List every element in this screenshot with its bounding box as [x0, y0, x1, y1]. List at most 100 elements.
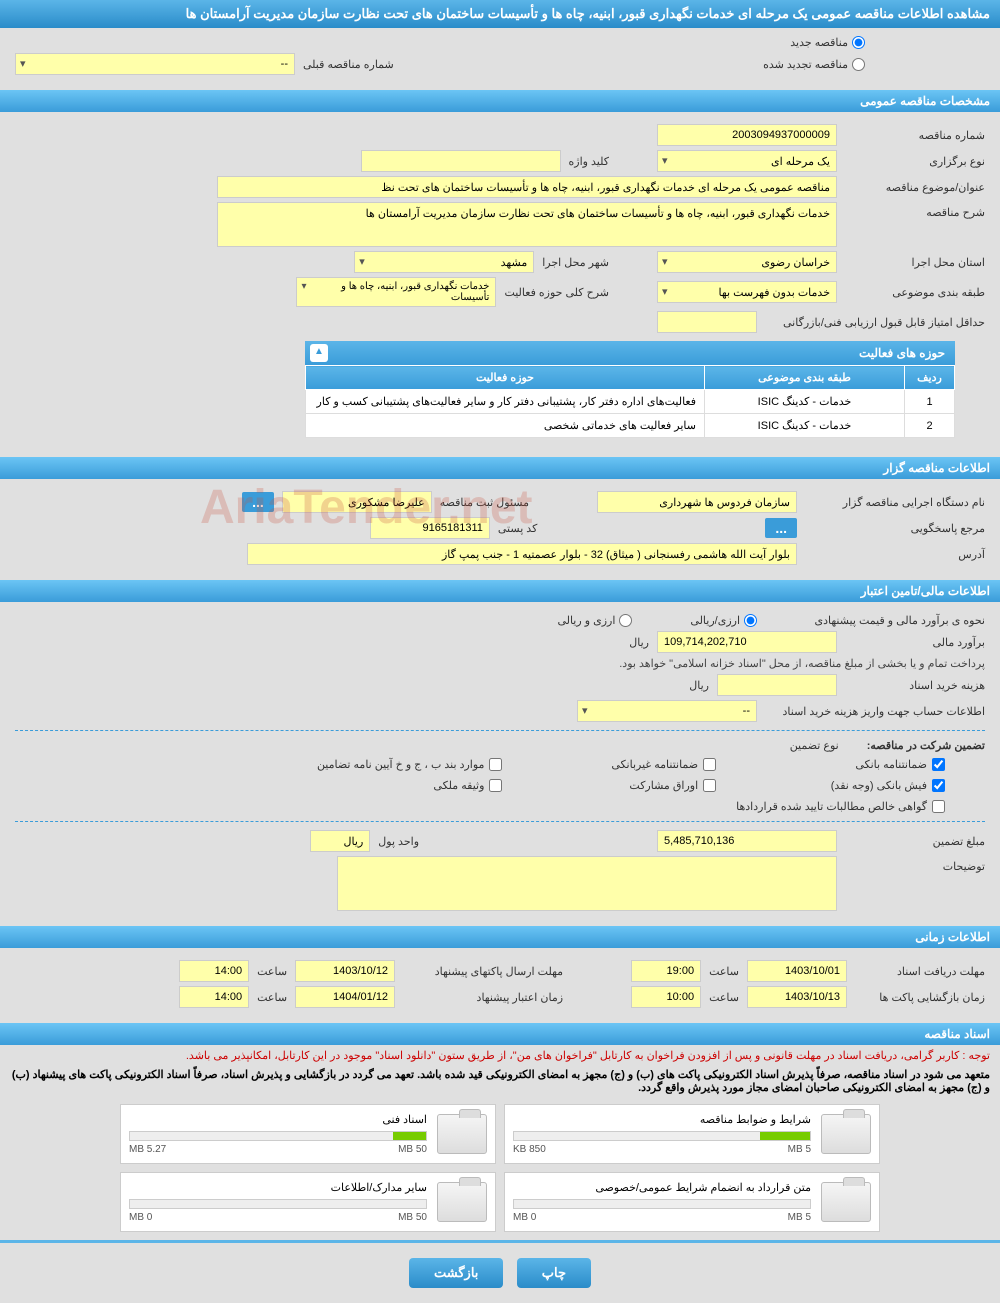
prev-number-select[interactable]: --: [15, 53, 295, 75]
radio-foreign-label: ارزی و ریالی: [557, 614, 615, 627]
col-activity: حوزه فعالیت: [306, 366, 705, 390]
radio-rial[interactable]: [744, 614, 757, 627]
type-select[interactable]: یک مرحله ای: [657, 150, 837, 172]
file-card[interactable]: متن قرارداد به انضمام شرایط عمومی/خصوصی …: [504, 1172, 880, 1232]
estimate-method-label: نحوه ی برآورد مالی و قیمت پیشنهادی: [765, 614, 985, 627]
collapse-icon[interactable]: ▲: [310, 344, 328, 362]
subject-field: مناقصه عمومی یک مرحله ای خدمات نگهداری ق…: [217, 176, 837, 198]
folder-icon: [437, 1114, 487, 1154]
activity-desc-select[interactable]: خدمات نگهداری قبور، ابنیه، چاه ها و تأسی…: [296, 277, 496, 307]
province-label: استان محل اجرا: [845, 256, 985, 269]
min-score-label: حداقل امتیاز قابل قبول ارزیابی فنی/بازرگ…: [765, 316, 985, 329]
estimate-amount-field: 109,714,202,710: [657, 631, 837, 653]
category-select[interactable]: خدمات بدون فهرست بها: [657, 281, 837, 303]
file-total: 5 MB: [788, 1212, 811, 1223]
col-category: طبقه بندی موضوعی: [705, 366, 905, 390]
guarantee-label: تضمین شرکت در مناقصه:: [867, 739, 985, 752]
folder-icon: [821, 1114, 871, 1154]
file-card[interactable]: شرایط و ضوابط مناقصه 5 MB850 KB: [504, 1104, 880, 1164]
section-financial: اطلاعات مالی/تامین اعتبار: [0, 580, 1000, 602]
section-organizer: اطلاعات مناقصه گزار: [0, 457, 1000, 479]
rial-unit-2: ریال: [689, 679, 709, 692]
section-general: مشخصات مناقصه عمومی: [0, 90, 1000, 112]
validity-date: 1404/01/12: [295, 986, 395, 1008]
validity-label: زمان اعتبار پیشنهاد: [403, 991, 563, 1004]
city-label: شهر محل اجرا: [542, 256, 609, 269]
progress-bar: [129, 1199, 427, 1209]
file-title: اسناد فنی: [129, 1113, 427, 1126]
progress-bar: [513, 1131, 811, 1141]
open-time: 10:00: [631, 986, 701, 1008]
account-select[interactable]: --: [577, 700, 757, 722]
exec-label: نام دستگاه اجرایی مناقصه گزار: [805, 496, 985, 509]
folder-icon: [437, 1182, 487, 1222]
send-time: 14:00: [179, 960, 249, 982]
chk-cash[interactable]: [932, 779, 945, 792]
time-label-2: ساعت: [257, 965, 287, 978]
exec-field: سازمان فردوس ها شهرداری: [597, 491, 797, 513]
file-used: 5.27 MB: [129, 1144, 166, 1155]
chk-bank-label: ضمانتنامه بانکی: [855, 758, 927, 771]
desc-label: شرح مناقصه: [845, 202, 985, 219]
contact-lookup-button[interactable]: ...: [765, 518, 797, 538]
radio-renewed-tender[interactable]: [852, 58, 865, 71]
open-label: زمان بازگشایی پاکت ها: [855, 991, 985, 1004]
divider-1: [15, 730, 985, 731]
file-card[interactable]: اسناد فنی 50 MB5.27 MB: [120, 1104, 496, 1164]
time-label-3: ساعت: [709, 991, 739, 1004]
keyword-field[interactable]: [361, 150, 561, 172]
chk-cash-label: فیش بانکی (وجه نقد): [831, 779, 927, 792]
guarantee-amount-label: مبلغ تضمین: [845, 835, 985, 848]
contact-label: مرجع پاسخگویی: [805, 522, 985, 535]
chk-clauses[interactable]: [489, 758, 502, 771]
radio-foreign[interactable]: [619, 614, 632, 627]
desc-field: خدمات نگهداری قبور، ابنیه، چاه ها و تأسی…: [217, 202, 837, 247]
postal-label: کد پستی: [498, 522, 537, 535]
chk-nonbank-label: ضمانتنامه غیربانکی: [611, 758, 698, 771]
section-documents: اسناد مناقصه: [0, 1023, 1000, 1045]
chk-clauses-label: موارد بند ب ، ج و خ آیین نامه تضامین: [317, 758, 484, 771]
estimate-amount-label: برآورد مالی: [845, 636, 985, 649]
send-deadline-label: مهلت ارسال پاکتهای پیشنهاد: [403, 965, 563, 978]
col-row: ردیف: [905, 366, 955, 390]
notice-1: توجه : کاربر گرامی، دریافت اسناد در مهلت…: [0, 1045, 1000, 1066]
progress-bar: [513, 1199, 811, 1209]
province-select[interactable]: خراسان رضوی: [657, 251, 837, 273]
guarantee-amount-field: 5,485,710,136: [657, 830, 837, 852]
number-label: شماره مناقصه: [845, 129, 985, 142]
guarantee-type-label: نوع تضمین: [790, 739, 839, 752]
table-row: 1خدمات - کدینگ ISICفعالیت‌های اداره دفتر…: [306, 390, 955, 414]
chk-receivable[interactable]: [932, 800, 945, 813]
radio-new-tender[interactable]: [852, 36, 865, 49]
notes-field[interactable]: [337, 856, 837, 911]
chk-property[interactable]: [489, 779, 502, 792]
registrar-lookup-button[interactable]: ...: [242, 492, 274, 512]
divider-2: [15, 821, 985, 822]
file-title: سایر مدارک/اطلاعات: [129, 1181, 427, 1194]
file-title: متن قرارداد به انضمام شرایط عمومی/خصوصی: [513, 1181, 811, 1194]
back-button[interactable]: بازگشت: [409, 1258, 503, 1288]
radio-rial-label: ارزی/ریالی: [690, 614, 740, 627]
chk-bank[interactable]: [932, 758, 945, 771]
file-total: 50 MB: [398, 1212, 427, 1223]
send-date: 1403/10/12: [295, 960, 395, 982]
chk-nonbank[interactable]: [703, 758, 716, 771]
notes-label: توضیحات: [845, 856, 985, 873]
account-label: اطلاعات حساب جهت واریز هزینه خرید اسناد: [765, 705, 985, 718]
table-row: 2خدمات - کدینگ ISICسایر فعالیت های خدمات…: [306, 414, 955, 438]
time-label-4: ساعت: [257, 991, 287, 1004]
activity-table-title: حوزه های فعالیت: [859, 346, 945, 360]
doc-cost-field[interactable]: [717, 674, 837, 696]
city-select[interactable]: مشهد: [354, 251, 534, 273]
notice-2: متعهد می شود در اسناد مناقصه، صرفاً پذیر…: [0, 1066, 1000, 1096]
chk-bonds-label: اوراق مشارکت: [629, 779, 698, 792]
validity-time: 14:00: [179, 986, 249, 1008]
folder-icon: [821, 1182, 871, 1222]
receive-deadline-label: مهلت دریافت اسناد: [855, 965, 985, 978]
print-button[interactable]: چاپ: [517, 1258, 591, 1288]
min-score-field[interactable]: [657, 311, 757, 333]
keyword-label: کلید واژه: [569, 155, 609, 168]
chk-bonds[interactable]: [703, 779, 716, 792]
activity-table-header: حوزه های فعالیت ▲: [305, 341, 955, 365]
file-card[interactable]: سایر مدارک/اطلاعات 50 MB0 MB: [120, 1172, 496, 1232]
